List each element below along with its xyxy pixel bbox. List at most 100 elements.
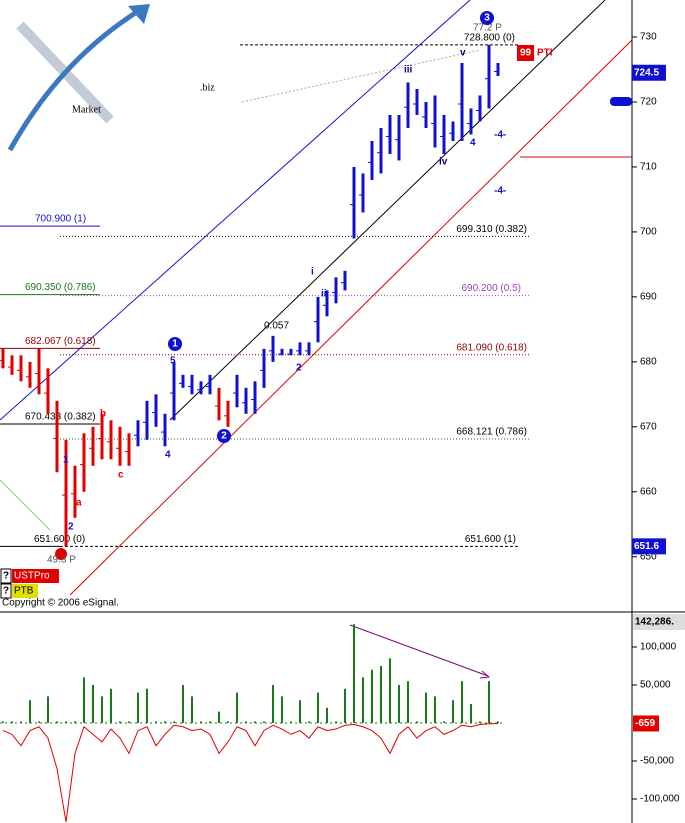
oscillator-line [2, 722, 499, 822]
y-tick-label: 710 [640, 162, 657, 173]
price-bar [271, 335, 275, 362]
fib-label: 681.090 (0.618) [456, 342, 527, 353]
price-bar [397, 114, 401, 161]
volume-bar [470, 703, 472, 723]
volume-bar [344, 688, 346, 723]
price-bar [1, 348, 5, 369]
y-tick-label: -50,000 [640, 756, 674, 767]
volume-bar [290, 721, 292, 723]
label-box [0, 583, 12, 599]
annotation: v [460, 48, 466, 59]
y-tick-label: 100,000 [640, 642, 677, 653]
fib-label: 699.310 (0.382) [456, 224, 527, 235]
price-bar [118, 426, 122, 466]
price-bar [235, 374, 239, 408]
volume-bar [326, 707, 328, 723]
wave-marker [55, 548, 67, 560]
annotation: ? [3, 586, 9, 597]
price-bar [190, 374, 194, 395]
y-tick-label: 650 [640, 551, 657, 562]
price-box [632, 64, 666, 81]
volume-bar [65, 721, 67, 723]
price-bar [325, 290, 329, 317]
fib-label: 728.800 (0) [464, 32, 515, 43]
logo-arrow [7, 7, 142, 152]
price-bar [352, 166, 356, 239]
volume-bar [497, 721, 499, 723]
fib-label: 682.067 (0.618) [25, 336, 96, 347]
volume-bar [425, 692, 427, 723]
volume-bar [128, 721, 130, 723]
price-bar [406, 82, 410, 128]
price-bar [181, 374, 185, 388]
volume-bar [308, 721, 310, 723]
volume-bar [317, 692, 319, 723]
y-tick-label: 660 [640, 486, 657, 497]
value-box [633, 614, 685, 630]
volume-bar [488, 681, 490, 723]
price-bar [442, 114, 446, 154]
volume-bar [164, 721, 166, 723]
annotation: ? [3, 571, 9, 582]
annotation: 0.057 [264, 321, 289, 332]
wave-circle [217, 429, 231, 443]
volume-bar [110, 688, 112, 723]
trend-line [0, 479, 51, 531]
price-bar [298, 342, 302, 356]
price-bar [91, 426, 95, 466]
y-tick-label: 700 [640, 227, 657, 238]
price-bar [451, 121, 455, 141]
volume-bar [254, 721, 256, 723]
marker [610, 97, 632, 106]
annotation: i [311, 267, 314, 278]
volume-bar [398, 684, 400, 723]
fib-label: 690.350 (0.786) [25, 282, 96, 293]
y-tick-label: 720 [640, 97, 657, 108]
volume-bar [47, 696, 49, 723]
annotation: PTB [14, 586, 34, 597]
y-tick-label: 690 [640, 292, 657, 303]
channel-upper [0, 0, 471, 421]
fib-label: 668.121 (0.786) [456, 427, 527, 438]
fib-label: 651.600 (1) [465, 534, 516, 545]
annotation: 77.2 P [473, 23, 502, 34]
annotation: 5 [170, 356, 176, 367]
y-tick-label: 730 [640, 32, 657, 43]
price-box-label: 651.6 [634, 541, 659, 552]
trend-line [241, 49, 481, 103]
volume-bar [236, 692, 238, 723]
volume-bar [209, 721, 211, 723]
volume-bar [416, 721, 418, 723]
volume-bar [371, 669, 373, 723]
volume-bar [452, 700, 454, 723]
volume-bar [182, 684, 184, 723]
annotation: 4 [165, 450, 171, 461]
price-bar [415, 88, 419, 115]
price-bar [244, 387, 248, 414]
volume-bar [227, 721, 229, 723]
label-box [12, 584, 38, 598]
price-bar [145, 400, 149, 440]
price-bar [478, 95, 482, 122]
price-bar [64, 439, 68, 547]
price-bar [343, 270, 347, 291]
annotation: a [76, 498, 82, 509]
price-bar [217, 387, 221, 421]
volume-bar [56, 721, 58, 723]
price-bar [199, 381, 203, 395]
price-box-label: 724.5 [634, 67, 659, 78]
volume-bar [200, 721, 202, 723]
y-tick-label: 50,000 [640, 680, 671, 691]
annotation: -4- [494, 186, 506, 197]
channel-mid [169, 0, 606, 421]
value-box-label: -659 [635, 718, 655, 729]
price-bar [487, 44, 491, 109]
price-bar [10, 355, 14, 375]
volume-bar [281, 696, 283, 723]
price-bar [127, 433, 131, 466]
channel-lower [69, 39, 633, 596]
price-bar [370, 140, 374, 180]
volume-bar [389, 658, 391, 723]
annotation: 3 [484, 13, 490, 24]
